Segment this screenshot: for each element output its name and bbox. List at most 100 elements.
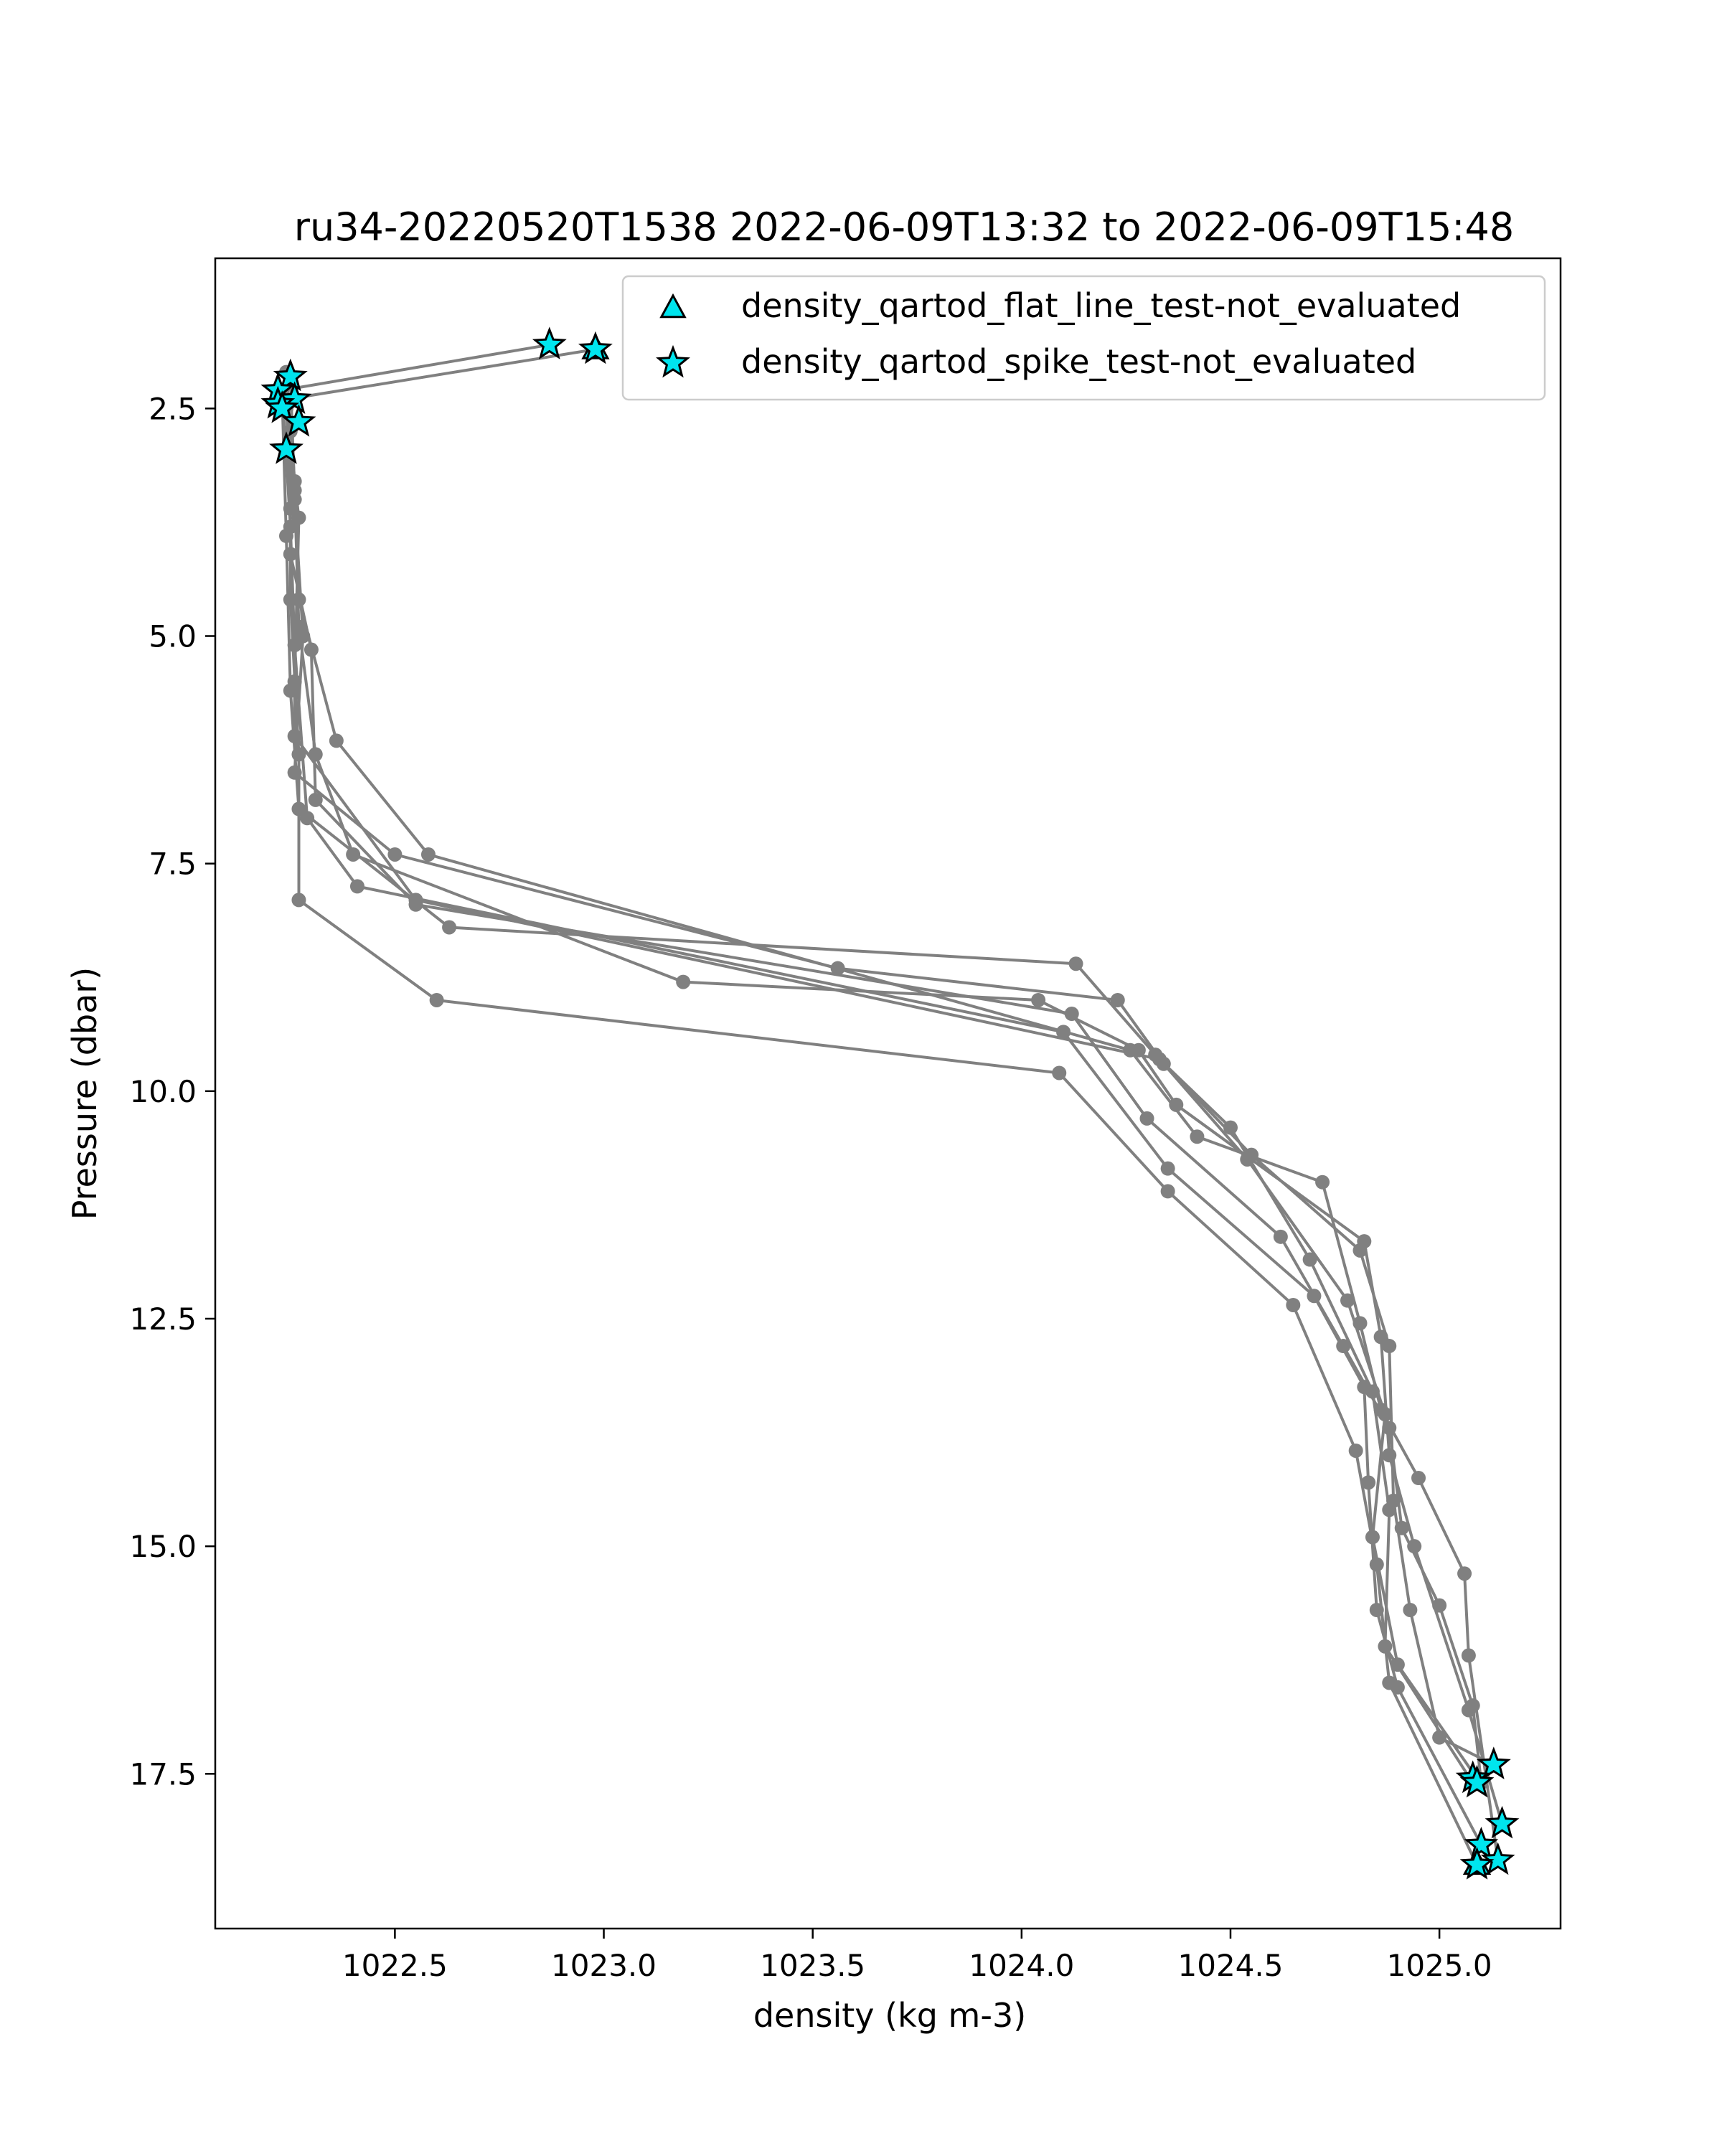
- profile-point: [1068, 956, 1083, 971]
- profile-point: [1064, 1006, 1079, 1021]
- spike-flag-marker: [1485, 1805, 1520, 1839]
- profile-point: [1369, 1602, 1384, 1617]
- profile-point: [1152, 1052, 1167, 1067]
- profile-point: [308, 792, 323, 807]
- legend-label-flat-line: density_qartod_flat_line_test-not_evalua…: [741, 286, 1461, 325]
- profile-point: [1411, 1471, 1426, 1486]
- spike-flag-marker: [265, 390, 300, 423]
- profile-point: [1461, 1648, 1476, 1663]
- x-tick-label: 1022.5: [342, 1948, 448, 1983]
- axis-ticks: 1022.5 1023.0 1023.5 1024.0 1024.5 1025.0 2.5 5…: [129, 391, 1492, 1983]
- legend-triangle-marker: [659, 293, 687, 319]
- legend-star-marker: [656, 344, 690, 378]
- profile-point: [1382, 1339, 1397, 1354]
- flag-markers: [260, 326, 1520, 1880]
- profile-point: [1407, 1539, 1422, 1554]
- x-tick-label: 1024.5: [1178, 1948, 1284, 1983]
- spike-flag-marker: [532, 326, 567, 359]
- profile-point: [287, 729, 302, 744]
- legend: density_qartod_flat_line_test-not_evalua…: [621, 275, 1546, 401]
- profile-point: [1315, 1174, 1330, 1190]
- y-tick-label: 12.5: [129, 1301, 197, 1337]
- profile-point: [287, 674, 302, 689]
- profile-point: [1382, 1421, 1397, 1436]
- y-tick-label: 7.5: [149, 847, 197, 882]
- spike-flag-marker: [1480, 1842, 1515, 1875]
- x-tick-label: 1025.0: [1387, 1948, 1492, 1983]
- x-tick-label: 1023.5: [760, 1948, 865, 1983]
- profile-point: [1286, 1297, 1301, 1312]
- profile-line: [281, 395, 1495, 1766]
- profile-point: [1352, 1316, 1368, 1331]
- profile-series: [283, 374, 1510, 1832]
- spike-flag-marker: [1476, 1746, 1511, 1779]
- profile-point: [1348, 1443, 1363, 1458]
- legend-box: [621, 275, 1546, 401]
- profile-point: [346, 847, 361, 862]
- profile-point: [1273, 1229, 1288, 1244]
- profile-point: [291, 801, 306, 816]
- profile-point: [1432, 1730, 1447, 1745]
- profile-point: [1390, 1680, 1405, 1695]
- y-axis-label: Pressure (dbar): [65, 967, 104, 1220]
- profile-point: [1465, 1698, 1480, 1713]
- plot-area-frame: [214, 257, 1562, 1930]
- spike-flag-marker: [1464, 1827, 1499, 1860]
- spike-flag-marker: [273, 358, 308, 392]
- profile-point: [1352, 1243, 1368, 1258]
- profile-point: [1336, 1339, 1351, 1354]
- profile-point: [1378, 1639, 1393, 1654]
- spike-flag-marker: [281, 404, 316, 437]
- legend-markers: [656, 293, 690, 378]
- profile-point: [1190, 1129, 1205, 1144]
- profile-point: [1457, 1566, 1472, 1581]
- spike-flag-marker: [1459, 1764, 1495, 1798]
- profile-point: [1031, 992, 1046, 1007]
- profile-point: [291, 510, 306, 525]
- chart-title: ru34-20220520T1538 2022-06-09T13:32 to 2…: [294, 204, 1514, 250]
- x-tick-label: 1023.0: [551, 1948, 657, 1983]
- y-tick-label: 2.5: [149, 391, 197, 426]
- profile-point: [1160, 1161, 1175, 1176]
- y-tick-label: 17.5: [129, 1756, 197, 1792]
- profile-point: [1302, 1252, 1317, 1267]
- profile-point: [1382, 1502, 1397, 1517]
- profile-point: [1365, 1384, 1380, 1399]
- profile-point: [1139, 1111, 1154, 1126]
- profile-point: [349, 879, 364, 894]
- profile-point: [1403, 1602, 1418, 1617]
- profile-point: [329, 733, 344, 748]
- profile-point: [291, 893, 306, 908]
- profile-point: [1160, 1184, 1175, 1199]
- profile-point: [1361, 1475, 1376, 1490]
- profile-point: [283, 547, 298, 562]
- profile-point: [304, 642, 319, 657]
- profile-point: [387, 847, 403, 862]
- profile-point: [429, 992, 444, 1007]
- profile-point: [676, 974, 691, 989]
- profile-point: [420, 847, 436, 862]
- x-tick-label: 1024.0: [969, 1948, 1074, 1983]
- profile-point: [408, 893, 423, 908]
- spike-flag-marker: [1459, 1847, 1495, 1880]
- profile-point: [1432, 1598, 1447, 1613]
- profile-point: [1110, 992, 1125, 1007]
- y-tick-label: 10.0: [129, 1074, 197, 1109]
- spike-flag-marker: [578, 331, 613, 364]
- profile-point: [1394, 1520, 1409, 1535]
- profile-point: [287, 765, 302, 780]
- profile-point: [442, 920, 457, 935]
- profile-line: [285, 408, 1474, 1784]
- profile-point: [1052, 1065, 1067, 1081]
- legend-label-spike: density_qartod_spike_test-not_evaluated: [741, 342, 1416, 381]
- y-tick-label: 15.0: [129, 1529, 197, 1564]
- profile-point: [1169, 1097, 1184, 1112]
- profile-line: [288, 431, 1483, 1784]
- spike-flag-marker: [269, 431, 304, 464]
- profile-point: [1365, 1530, 1380, 1545]
- y-tick-label: 5.0: [149, 618, 197, 654]
- x-axis-label: density (kg m-3): [753, 1996, 1026, 2035]
- profile-point: [1340, 1293, 1355, 1308]
